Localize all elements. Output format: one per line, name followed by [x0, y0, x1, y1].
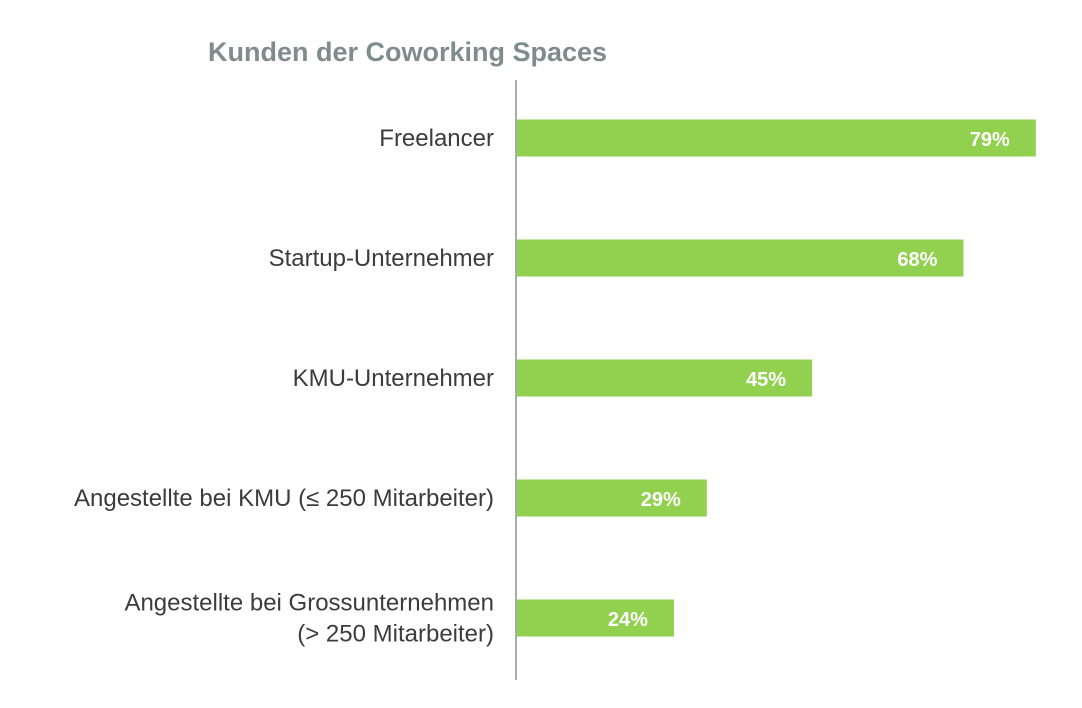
bar-value-label: 68% [897, 249, 937, 271]
bar-value-label: 29% [641, 489, 681, 511]
bar [516, 359, 813, 397]
bar-value-label: 24% [608, 609, 648, 631]
category-label: (> 250 Mitarbeiter) [297, 621, 494, 648]
category-label: KMU-Unternehmer [293, 365, 494, 392]
chart-title: Kunden der Coworking Spaces [208, 37, 607, 67]
bar [516, 119, 1036, 157]
category-label: Freelancer [379, 125, 494, 152]
bars-group: 79% Freelancer 68% Startup-Unternehmer 45% KM… [74, 119, 1036, 648]
bar [516, 239, 964, 277]
category-label: Angestellte bei KMU (≤ 250 Mitarbeiter) [74, 485, 494, 512]
category-label: Startup-Unternehmer [269, 245, 494, 272]
bar-value-label: 45% [746, 369, 786, 391]
bar-value-label: 79% [970, 129, 1010, 151]
category-label: Angestellte bei Grossunternehmen [124, 590, 494, 617]
bar [516, 599, 674, 637]
bar [516, 479, 707, 517]
